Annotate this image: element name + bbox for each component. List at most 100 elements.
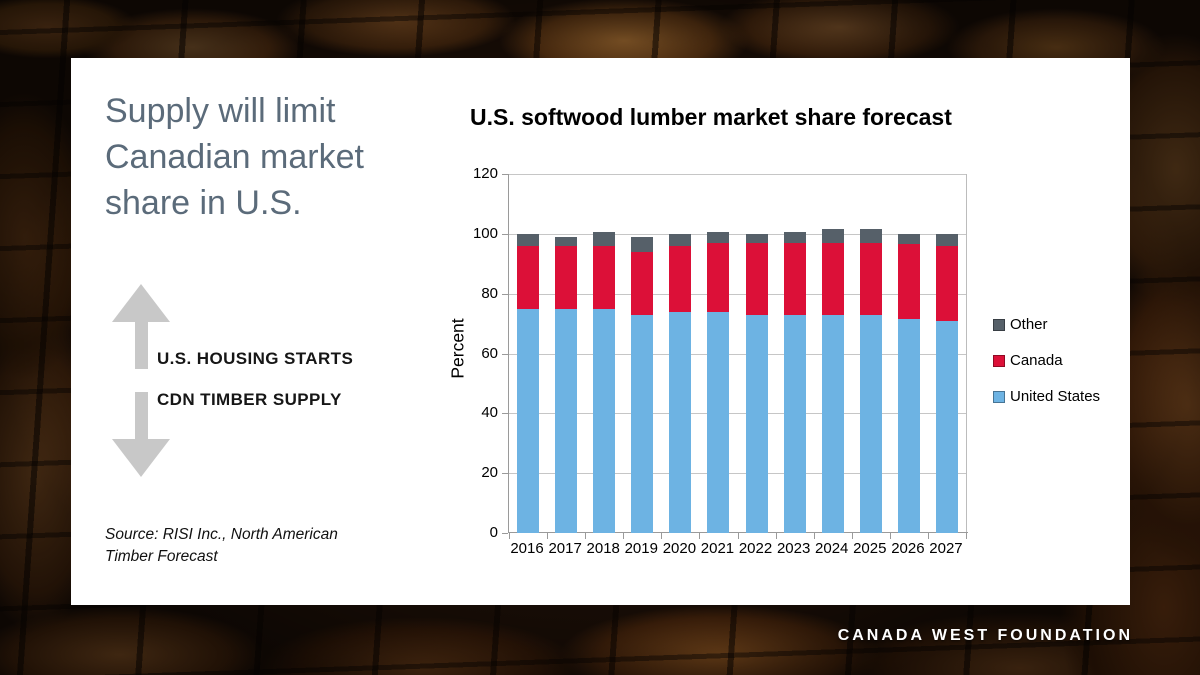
x-tick-0 bbox=[509, 533, 510, 539]
up-arrow-shaft bbox=[134, 322, 148, 369]
legend-label-other: Other bbox=[1010, 316, 1048, 333]
bar-segment-united-states-2019 bbox=[631, 314, 654, 533]
bar-segment-united-states-2024 bbox=[821, 314, 844, 533]
gridline-100 bbox=[509, 233, 966, 235]
bar-segment-other-2023 bbox=[783, 232, 806, 243]
x-axis-label-2017: 2017 bbox=[548, 540, 582, 557]
y-axis-label-120: 120 bbox=[472, 165, 498, 182]
bar-segment-canada-2017 bbox=[555, 245, 578, 309]
bar-segment-other-2026 bbox=[897, 233, 920, 245]
legend-swatch-other bbox=[993, 318, 1005, 331]
x-tick-10 bbox=[889, 533, 891, 539]
y-axis-label-60: 60 bbox=[481, 344, 498, 362]
bar-segment-other-2022 bbox=[745, 233, 768, 243]
y-tick-60 bbox=[501, 353, 508, 355]
y-tick-100 bbox=[501, 233, 508, 235]
y-axis-label-20: 20 bbox=[481, 464, 498, 482]
y-axis-label-40: 40 bbox=[481, 404, 498, 422]
y-tick-0 bbox=[501, 533, 508, 534]
bar-segment-united-states-2018 bbox=[593, 308, 616, 533]
x-tick-3 bbox=[623, 533, 625, 539]
source-note: Source: RISI Inc., North American Timber… bbox=[105, 526, 338, 565]
bar-segment-united-states-2025 bbox=[859, 314, 882, 533]
bar-segment-canada-2020 bbox=[669, 245, 692, 312]
bar-segment-other-2018 bbox=[593, 232, 616, 246]
gridline-80 bbox=[509, 293, 966, 295]
bar-segment-canada-2027 bbox=[935, 245, 958, 321]
x-tick-9 bbox=[851, 533, 853, 539]
x-tick-8 bbox=[813, 533, 815, 539]
x-tick-12 bbox=[966, 533, 967, 539]
legend-item-united-states: United States bbox=[993, 388, 1100, 405]
bar-segment-canada-2022 bbox=[745, 242, 768, 315]
y-tick-20 bbox=[501, 473, 508, 475]
x-tick-7 bbox=[775, 533, 777, 539]
chart-plot bbox=[501, 174, 968, 539]
bar-segment-other-2025 bbox=[859, 229, 882, 243]
bar-segment-united-states-2027 bbox=[935, 320, 958, 533]
bar-segment-canada-2019 bbox=[631, 251, 654, 315]
page-title: Supply will limit Canadian market share … bbox=[105, 92, 364, 222]
x-tick-2 bbox=[585, 533, 587, 539]
x-axis-label-2018: 2018 bbox=[586, 540, 620, 557]
brand-footer: CANADA WEST FOUNDATION bbox=[837, 627, 1133, 644]
bar-segment-other-2024 bbox=[821, 229, 844, 243]
y-axis-label-80: 80 bbox=[481, 284, 498, 302]
chart-title: U.S. softwood lumber market share foreca… bbox=[470, 104, 952, 130]
x-axis-label-2021: 2021 bbox=[700, 540, 735, 557]
x-tick-11 bbox=[927, 533, 929, 539]
bar-segment-canada-2024 bbox=[821, 242, 844, 315]
gridline-20 bbox=[509, 473, 966, 475]
x-axis-label-2027: 2027 bbox=[929, 540, 963, 557]
y-tick-80 bbox=[501, 293, 508, 295]
bar-segment-united-states-2022 bbox=[745, 314, 768, 533]
timber-supply-label: CDN TIMBER SUPPLY bbox=[157, 390, 342, 409]
up-arrow-icon bbox=[112, 284, 170, 369]
legend-item-canada: Canada bbox=[993, 352, 1100, 369]
y-tick-120 bbox=[501, 174, 508, 175]
x-axis-label-2022: 2022 bbox=[738, 540, 773, 557]
legend-label-united-states: United States bbox=[1010, 388, 1101, 405]
bar-segment-canada-2021 bbox=[707, 242, 730, 312]
y-axis-label-100: 100 bbox=[472, 224, 498, 242]
bar-segment-united-states-2020 bbox=[669, 311, 692, 533]
bar-segment-canada-2025 bbox=[859, 242, 882, 315]
x-axis-label-2025: 2025 bbox=[853, 540, 887, 557]
bar-segment-other-2020 bbox=[669, 233, 692, 246]
content-card: Supply will limit Canadian market share … bbox=[71, 58, 1130, 605]
gridline-120 bbox=[509, 174, 966, 175]
housing-starts-label: U.S. HOUSING STARTS bbox=[157, 349, 354, 368]
y-axis-label-0: 0 bbox=[489, 524, 498, 541]
bar-segment-united-states-2016 bbox=[517, 308, 540, 533]
bar-segment-other-2017 bbox=[555, 236, 578, 246]
gridline-40 bbox=[509, 413, 966, 415]
x-tick-6 bbox=[737, 533, 739, 539]
down-arrow-icon bbox=[112, 392, 170, 477]
bar-segment-canada-2023 bbox=[783, 242, 806, 315]
x-axis-label-2020: 2020 bbox=[662, 540, 697, 557]
bar-segment-other-2021 bbox=[707, 232, 730, 243]
y-tick-40 bbox=[501, 413, 508, 415]
chart-legend: Other Canada United States bbox=[993, 316, 1100, 424]
bar-segment-united-states-2017 bbox=[555, 308, 578, 533]
up-arrow-head bbox=[112, 284, 170, 322]
down-arrow-shaft bbox=[134, 392, 148, 439]
bar-segment-canada-2018 bbox=[593, 245, 616, 309]
x-tick-5 bbox=[699, 533, 701, 539]
bar-segment-united-states-2021 bbox=[707, 311, 730, 533]
bar-segment-united-states-2023 bbox=[783, 314, 806, 533]
bar-segment-other-2019 bbox=[631, 236, 654, 252]
x-axis-line bbox=[507, 532, 968, 533]
bar-segment-united-states-2026 bbox=[897, 319, 920, 533]
legend-swatch-united-states bbox=[993, 390, 1005, 403]
legend-label-canada: Canada bbox=[1010, 352, 1063, 369]
bar-segment-canada-2026 bbox=[897, 244, 920, 320]
x-tick-4 bbox=[661, 533, 663, 539]
x-axis-label-2019: 2019 bbox=[624, 540, 658, 557]
x-axis-label-2026: 2026 bbox=[891, 540, 925, 557]
x-axis-label-2024: 2024 bbox=[815, 540, 849, 557]
legend-item-other: Other bbox=[993, 316, 1100, 333]
x-tick-1 bbox=[547, 533, 549, 539]
bar-segment-other-2027 bbox=[935, 233, 958, 246]
legend-swatch-canada bbox=[993, 354, 1005, 367]
